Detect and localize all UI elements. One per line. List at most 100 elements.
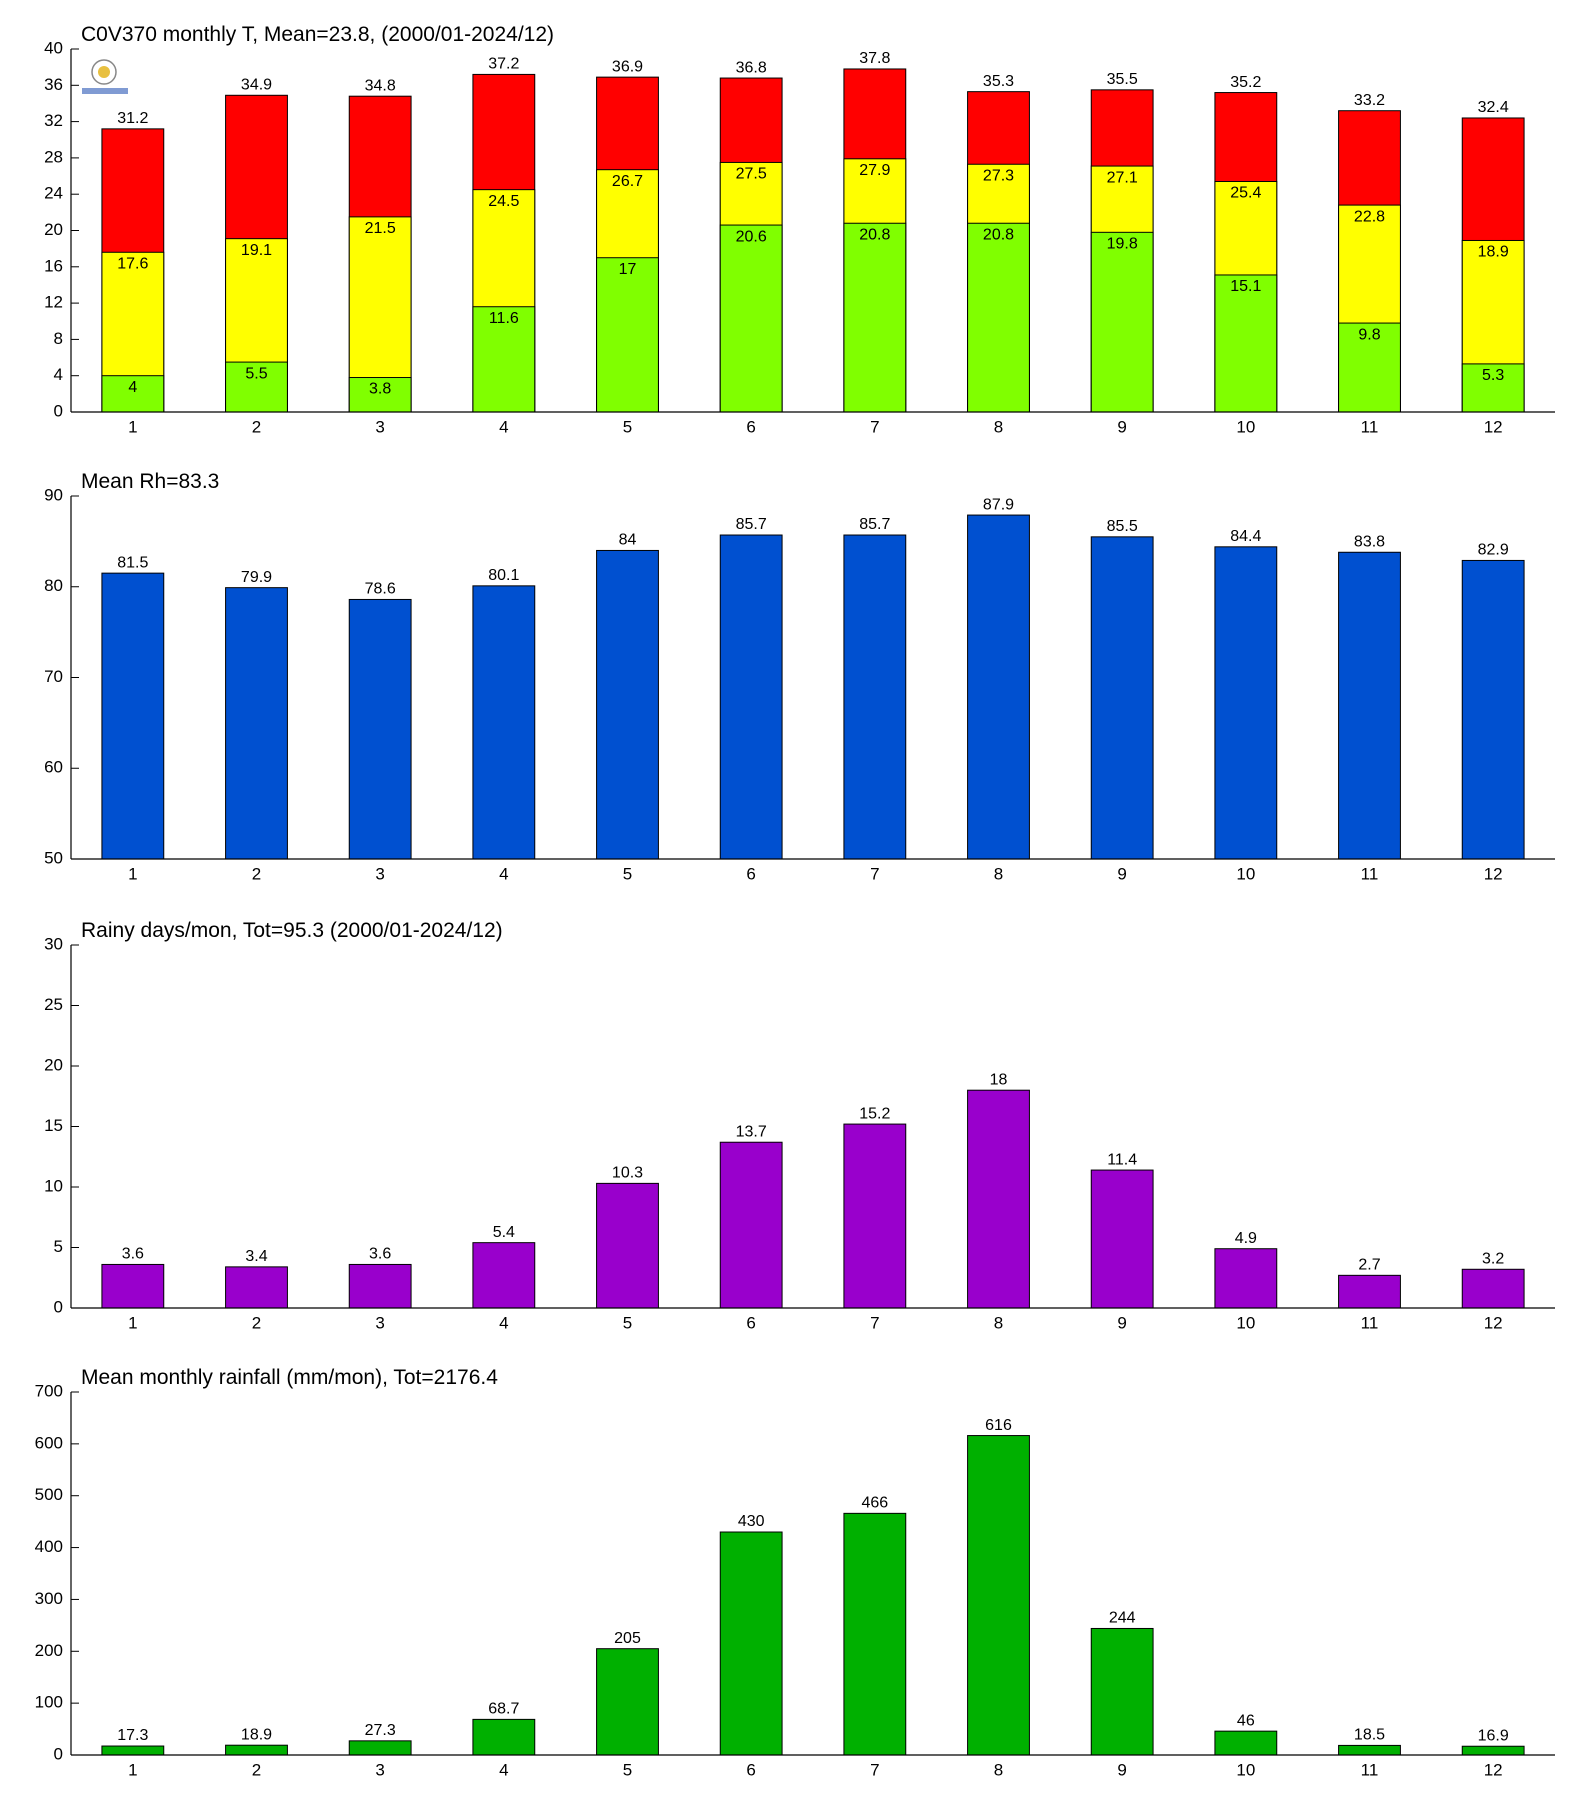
value-label: 36.9 — [612, 58, 643, 75]
value-label: 616 — [985, 1417, 1012, 1434]
x-tick-label: 9 — [1117, 1760, 1126, 1779]
value-label: 79.9 — [241, 569, 272, 586]
value-label: 34.9 — [241, 77, 272, 94]
x-tick-label: 12 — [1484, 417, 1503, 436]
bar — [719, 224, 783, 413]
x-tick-label: 8 — [994, 417, 1003, 436]
x-tick-label: 12 — [1484, 864, 1503, 883]
value-label: 18.9 — [1478, 244, 1509, 261]
y-tick-label: 10 — [44, 1176, 63, 1195]
value-label: 32.4 — [1478, 99, 1509, 116]
bar — [1090, 536, 1154, 860]
value-label: 25.4 — [1230, 185, 1261, 202]
y-tick-label: 40 — [44, 38, 63, 57]
x-tick-label: 7 — [870, 417, 879, 436]
value-label: 17.6 — [117, 255, 148, 272]
value-label: 33.2 — [1354, 92, 1385, 109]
value-label: 9.8 — [1358, 326, 1380, 343]
bar — [348, 598, 412, 860]
value-label: 430 — [738, 1513, 765, 1530]
value-label: 5.5 — [245, 365, 267, 382]
value-label: 80.1 — [488, 567, 519, 584]
x-tick-label: 3 — [375, 1760, 384, 1779]
value-label: 10.3 — [612, 1165, 643, 1182]
value-label: 244 — [1109, 1610, 1136, 1627]
y-tick-label: 8 — [54, 329, 63, 348]
value-label: 16.9 — [1478, 1727, 1509, 1744]
bar — [101, 1745, 165, 1756]
value-label: 35.2 — [1230, 74, 1261, 91]
x-tick-label: 5 — [623, 417, 632, 436]
y-tick-label: 15 — [44, 1116, 63, 1135]
chart-title: Rainy days/mon, Tot=95.3 (2000/01-2024/1… — [81, 919, 503, 942]
bar — [472, 585, 536, 860]
bar — [348, 1263, 412, 1309]
y-tick-label: 80 — [44, 576, 63, 595]
value-label: 2.7 — [1358, 1257, 1380, 1274]
y-tick-label: 50 — [44, 848, 63, 867]
value-label: 5.4 — [493, 1224, 515, 1241]
bar — [719, 534, 783, 860]
value-label: 3.4 — [245, 1248, 267, 1265]
x-tick-label: 6 — [746, 417, 755, 436]
y-tick-label: 300 — [35, 1589, 63, 1608]
y-tick-label: 90 — [44, 485, 63, 504]
value-label: 81.5 — [117, 554, 148, 571]
value-label: 5.3 — [1482, 367, 1504, 384]
value-label: 3.6 — [369, 1246, 391, 1263]
x-tick-label: 4 — [499, 417, 508, 436]
y-tick-label: 500 — [35, 1485, 63, 1504]
y-tick-label: 400 — [35, 1537, 63, 1556]
y-tick-label: 100 — [35, 1693, 63, 1712]
x-tick-label: 11 — [1361, 864, 1379, 883]
y-tick-label: 20 — [44, 1055, 63, 1074]
x-tick-label: 1 — [128, 864, 137, 883]
x-tick-label: 2 — [252, 1313, 261, 1332]
chart-title: Mean monthly rainfall (mm/mon), Tot=2176… — [81, 1366, 498, 1389]
bar — [101, 1263, 165, 1309]
y-tick-label: 32 — [44, 111, 63, 130]
value-label: 35.3 — [983, 73, 1014, 90]
bar — [1090, 231, 1154, 413]
value-label: 84 — [619, 532, 637, 549]
logo — [82, 59, 128, 94]
y-tick-label: 60 — [44, 758, 63, 777]
y-tick-label: 12 — [44, 293, 63, 312]
value-label: 26.7 — [612, 173, 643, 190]
bar — [472, 306, 536, 413]
chart-title: C0V370 monthly T, Mean=23.8, (2000/01-20… — [81, 23, 554, 46]
bar — [101, 572, 165, 860]
value-label: 84.4 — [1230, 528, 1261, 545]
bar — [596, 1182, 659, 1309]
x-tick-label: 2 — [252, 417, 261, 436]
x-tick-label: 7 — [870, 864, 879, 883]
y-tick-label: 700 — [35, 1381, 63, 1400]
value-label: 85.5 — [1107, 518, 1138, 535]
value-label: 24.5 — [488, 193, 519, 210]
x-tick-label: 11 — [1361, 1760, 1379, 1779]
x-tick-label: 1 — [128, 417, 137, 436]
y-tick-label: 4 — [54, 365, 63, 384]
value-label: 27.5 — [736, 166, 767, 183]
y-tick-label: 16 — [44, 256, 63, 275]
x-tick-label: 2 — [252, 1760, 261, 1779]
value-label: 4.9 — [1235, 1230, 1257, 1247]
x-tick-label: 6 — [746, 864, 755, 883]
bar — [967, 1089, 1030, 1309]
x-tick-label: 10 — [1236, 1313, 1255, 1332]
x-tick-label: 8 — [994, 1760, 1003, 1779]
x-tick-label: 5 — [623, 1313, 632, 1332]
bar — [472, 1242, 536, 1309]
y-tick-label: 70 — [44, 667, 63, 686]
bar — [843, 222, 907, 413]
y-tick-label: 28 — [44, 147, 63, 166]
y-tick-label: 25 — [44, 995, 63, 1014]
y-tick-label: 5 — [54, 1237, 63, 1256]
bar — [596, 549, 659, 860]
value-label: 11.4 — [1107, 1151, 1137, 1168]
bar — [967, 1435, 1030, 1756]
value-label: 37.8 — [859, 50, 890, 67]
value-label: 27.9 — [859, 162, 890, 179]
value-label: 78.6 — [365, 581, 396, 598]
